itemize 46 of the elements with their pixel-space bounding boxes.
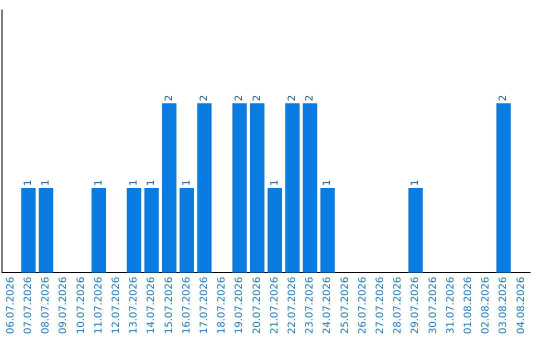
x-tick-label: 19.07.2026 [234, 276, 246, 334]
x-tick-label: 21.07.2026 [269, 276, 280, 334]
x-tick-label: 07.07.2026 [22, 276, 34, 334]
x-tick-label: 17.07.2026 [198, 276, 210, 334]
x-tick-label: 23.07.2026 [304, 276, 316, 334]
data-label: 1 [322, 180, 334, 186]
x-tick-label: 13.07.2026 [128, 276, 140, 334]
x-tick-label: 31.07.2026 [445, 276, 456, 334]
data-label: 2 [304, 94, 316, 102]
data-label: 2 [164, 94, 175, 102]
x-tick-label: 16.07.2026 [181, 276, 192, 334]
x-tick-label: 06.07.2026 [5, 276, 16, 334]
x-tick-label: 12.07.2026 [110, 276, 122, 334]
x-tick-label: 29.07.2026 [410, 276, 422, 334]
x-tick-label: 09.07.2026 [58, 276, 70, 334]
x-tick-label: 18.07.2026 [216, 276, 228, 334]
data-label: 1 [146, 180, 158, 186]
x-tick-label: 25.07.2026 [340, 276, 351, 334]
data-label: 2 [198, 94, 210, 102]
x-tick-label: 03.08.2026 [498, 276, 510, 334]
x-tick-label: 02.08.2026 [480, 276, 492, 334]
data-label: 1 [22, 180, 34, 186]
x-tick-label: 01.08.2026 [462, 276, 474, 334]
data-label: 2 [234, 94, 246, 102]
data-label: 1 [40, 180, 52, 186]
x-tick-label: 28.07.2026 [392, 276, 404, 334]
x-tick-label: 30.07.2026 [428, 276, 439, 334]
data-label: 2 [252, 94, 263, 102]
x-tick-label: 04.08.2026 [516, 276, 527, 334]
x-tick-label: 08.07.2026 [40, 276, 52, 334]
x-tick-label: 24.07.2026 [322, 276, 334, 334]
x-tick-label: 26.07.2026 [357, 276, 368, 334]
data-label: 1 [93, 180, 104, 186]
data-label: 2 [498, 94, 510, 102]
x-tick-label: 10.07.2026 [76, 276, 87, 334]
x-tick-label: 27.07.2026 [374, 276, 386, 334]
data-label: 1 [181, 180, 192, 186]
x-tick-label: 15.07.2026 [164, 276, 175, 334]
x-tick-label: 22.07.2026 [286, 276, 298, 334]
data-label: 2 [286, 94, 298, 102]
x-tick-label: 11.07.2026 [93, 276, 104, 334]
x-tick-label: 14.07.2026 [146, 276, 158, 334]
x-tick-label: 20.07.2026 [252, 276, 263, 334]
data-label: 1 [269, 180, 280, 186]
data-label: 1 [128, 180, 140, 186]
data-label: 1 [410, 180, 422, 186]
